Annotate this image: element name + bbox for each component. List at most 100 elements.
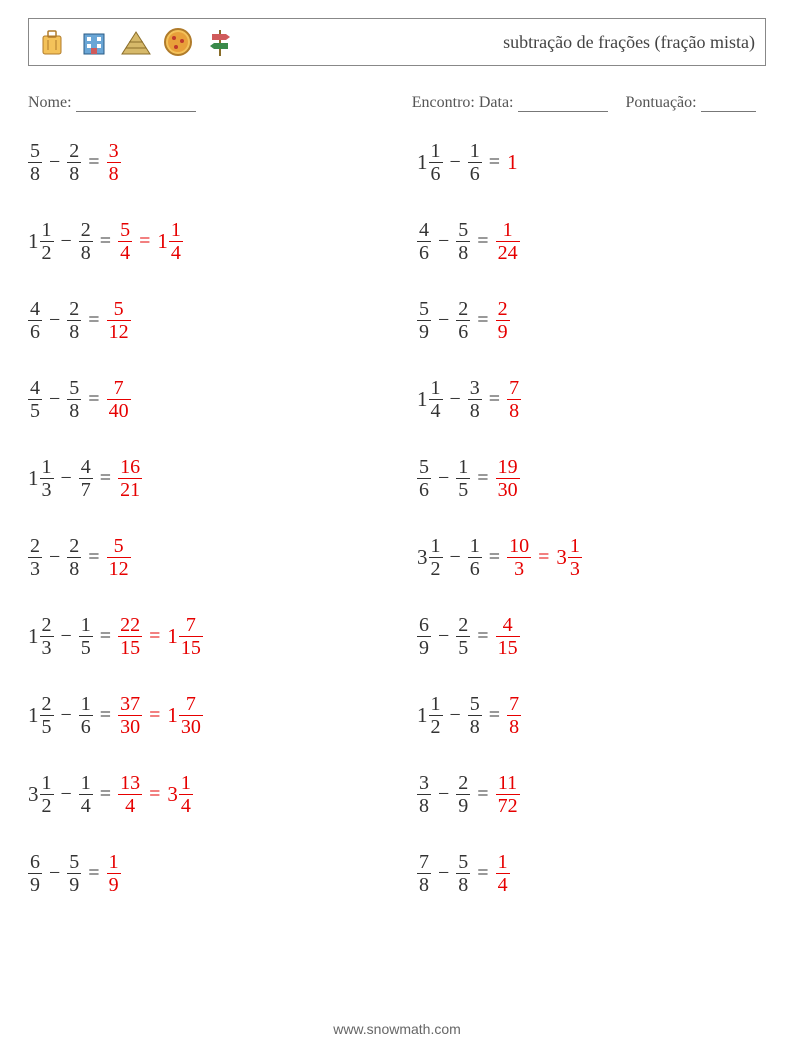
fraction: 38	[468, 378, 482, 421]
mixed-number: 123	[28, 615, 54, 658]
fraction: 58	[468, 694, 482, 737]
equals: =	[489, 546, 500, 569]
mixed-number: 113	[28, 457, 54, 500]
name-label: Nome:	[28, 94, 72, 111]
equals: =	[477, 467, 488, 490]
equals: =	[149, 783, 160, 806]
problems-grid: 58−28=38112−28=54=11446−28=51245−58=7401…	[28, 136, 766, 899]
fraction: 38	[417, 773, 431, 816]
fraction: 69	[28, 852, 42, 895]
fraction: 59	[417, 299, 431, 342]
fraction: 124	[496, 220, 520, 263]
fraction: 28	[67, 141, 81, 184]
minus-op: −	[61, 467, 72, 490]
fraction: 134	[118, 773, 142, 816]
fraction: 69	[417, 615, 431, 658]
fraction: 46	[417, 220, 431, 263]
problem-row: 112−58 = 78	[417, 689, 766, 741]
fraction: 12	[429, 536, 443, 579]
fraction: 29	[456, 773, 470, 816]
footer-url: www.snowmath.com	[0, 1021, 794, 1037]
fraction: 12	[429, 694, 443, 737]
mixed-number: 1730	[167, 694, 203, 737]
equals: =	[149, 625, 160, 648]
mixed-number: 1715	[167, 615, 203, 658]
fraction: 2215	[118, 615, 142, 658]
equals: =	[88, 862, 99, 885]
equals: =	[100, 704, 111, 727]
mixed-number: 312	[417, 536, 443, 579]
fraction: 512	[107, 299, 131, 342]
equals: =	[88, 309, 99, 332]
equals: =	[489, 704, 500, 727]
fraction: 56	[417, 457, 431, 500]
fraction: 58	[28, 141, 42, 184]
problem-row: 45−58=740	[28, 373, 377, 425]
fraction: 512	[107, 536, 131, 579]
problem-row: 123−15=2215=1715	[28, 610, 377, 662]
minus-op: −	[450, 546, 461, 569]
equals: =	[477, 625, 488, 648]
worksheet-title: subtração de frações (fração mista)	[503, 32, 755, 53]
equals: =	[139, 230, 150, 253]
fraction: 14	[179, 773, 193, 816]
fraction: 45	[28, 378, 42, 421]
signpost-icon	[203, 25, 237, 59]
fraction: 12	[40, 220, 54, 263]
fraction: 28	[67, 299, 81, 342]
equals: =	[477, 862, 488, 885]
fraction: 1172	[496, 773, 520, 816]
minus-op: −	[49, 151, 60, 174]
equals: =	[477, 230, 488, 253]
fraction: 730	[179, 694, 203, 737]
fraction: 23	[40, 615, 54, 658]
problem-row: 56−15=1930	[417, 452, 766, 504]
fraction: 14	[79, 773, 93, 816]
fraction: 16	[468, 536, 482, 579]
problem-column: 116−16=146−58=12459−26=29114−38=7856−15=…	[417, 136, 766, 899]
problem-row: 113−47 = 1621	[28, 452, 377, 504]
minus-op: −	[450, 151, 461, 174]
problem-row: 78−58=14	[417, 847, 766, 899]
mixed-number: 312	[28, 773, 54, 816]
mixed-number: 125	[28, 694, 54, 737]
fraction: 78	[417, 852, 431, 895]
fraction: 3730	[118, 694, 142, 737]
equals: =	[88, 546, 99, 569]
equals: =	[88, 388, 99, 411]
equals: =	[489, 388, 500, 411]
header-icons	[35, 25, 237, 59]
fraction: 58	[67, 378, 81, 421]
score-label: Pontuação:	[626, 94, 697, 111]
minus-op: −	[438, 862, 449, 885]
fraction: 28	[79, 220, 93, 263]
mixed-number: 112	[28, 220, 54, 263]
minus-op: −	[49, 309, 60, 332]
mixed-number: 112	[417, 694, 443, 737]
fraction: 47	[79, 457, 93, 500]
minus-op: −	[61, 783, 72, 806]
fraction: 13	[40, 457, 54, 500]
equals: =	[88, 151, 99, 174]
problem-row: 114−38=78	[417, 373, 766, 425]
mixed-number: 114	[417, 378, 443, 421]
fraction: 78	[507, 694, 521, 737]
problem-row: 69−25=415	[417, 610, 766, 662]
encounter-label: Encontro: Data:	[412, 94, 514, 111]
fraction: 1621	[118, 457, 142, 500]
fraction: 23	[28, 536, 42, 579]
minus-op: −	[61, 704, 72, 727]
fraction: 103	[507, 536, 531, 579]
minus-op: −	[438, 309, 449, 332]
equals: =	[100, 467, 111, 490]
problem-row: 312−16 = 103 = 313	[417, 531, 766, 583]
mixed-number: 313	[556, 536, 582, 579]
minus-op: −	[450, 388, 461, 411]
equals: =	[538, 546, 549, 569]
fraction: 59	[67, 852, 81, 895]
fraction: 16	[79, 694, 93, 737]
minus-op: −	[450, 704, 461, 727]
fraction: 26	[456, 299, 470, 342]
pyramid-icon	[119, 25, 153, 59]
minus-op: −	[438, 625, 449, 648]
